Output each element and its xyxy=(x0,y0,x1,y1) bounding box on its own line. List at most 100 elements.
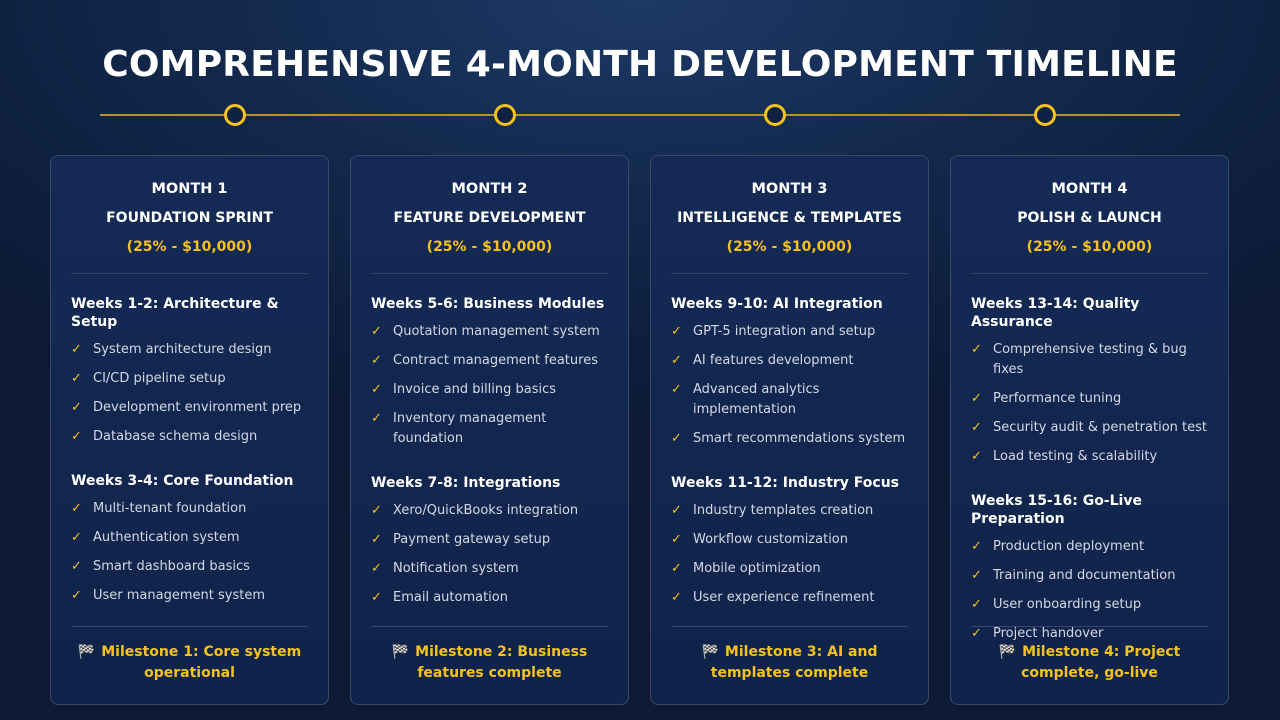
task-item: ✓ System architecture design xyxy=(71,340,308,360)
week-section: Weeks 3-4: Core Foundation ✓ Multi-tenant … xyxy=(71,472,308,606)
timeline-marker-month-4 xyxy=(1034,104,1056,126)
task-label: AI features development xyxy=(693,353,854,368)
task-label: User experience refinement xyxy=(693,590,875,605)
check-icon: ✓ xyxy=(971,626,982,641)
task-label: Project handover xyxy=(993,626,1104,641)
month-label: MONTH 4 xyxy=(1051,181,1128,197)
check-icon: ✓ xyxy=(371,590,382,605)
month-label: MONTH 2 xyxy=(451,181,528,197)
task-item: ✓ Smart dashboard basics xyxy=(71,557,308,577)
task-item: ✓ User onboarding setup xyxy=(971,595,1208,615)
card-header: MONTH 2 FEATURE DEVELOPMENT (25% - $10,000… xyxy=(371,156,608,256)
task-label: Email automation xyxy=(393,590,508,605)
check-icon: ✓ xyxy=(371,532,382,547)
task-item: ✓ Production deployment xyxy=(971,537,1208,557)
section-title: Weeks 7-8: Integrations xyxy=(371,475,561,491)
month-card-3: MONTH 3 INTELLIGENCE & TEMPLATES (25% - $1… xyxy=(650,155,929,705)
check-icon: ✓ xyxy=(671,382,682,397)
task-label: User onboarding setup xyxy=(993,597,1142,612)
week-section: Weeks 1-2: Architecture & Setup ✓ System a… xyxy=(71,295,308,447)
task-item: ✓ Database schema design xyxy=(71,427,308,447)
task-item: ✓ Security audit & penetration test xyxy=(971,418,1208,438)
page-title: COMPREHENSIVE 4-MONTH DEVELOPMENT TIMELI… xyxy=(102,44,1178,85)
timeline-line xyxy=(100,114,1180,116)
check-icon: ✓ xyxy=(671,561,682,576)
check-icon: ✓ xyxy=(671,324,682,339)
task-label: Quotation management system xyxy=(393,324,600,339)
budget-label: (25% - $10,000) xyxy=(426,239,553,255)
milestone-text: Milestone 4: Project complete, go-live xyxy=(1021,644,1181,681)
phase-title: FEATURE DEVELOPMENT xyxy=(393,210,586,226)
check-icon: ✓ xyxy=(971,342,982,357)
checkered-flag-icon: 🏁 xyxy=(998,644,1017,660)
card-header: MONTH 4 POLISH & LAUNCH (25% - $10,000) xyxy=(971,156,1208,256)
timeline-marker-month-1 xyxy=(224,104,246,126)
task-label: Contract management features xyxy=(393,353,598,368)
task-label: Development environment prep xyxy=(93,400,302,415)
task-label: Security audit & penetration test xyxy=(993,420,1207,435)
task-label: Notification system xyxy=(393,561,519,576)
budget-label: (25% - $10,000) xyxy=(726,239,853,255)
check-icon: ✓ xyxy=(971,420,982,435)
task-item: ✓ Project handover xyxy=(971,624,1208,644)
budget-label: (25% - $10,000) xyxy=(1026,239,1153,255)
check-icon: ✓ xyxy=(71,342,82,357)
check-icon: ✓ xyxy=(71,530,82,545)
milestone: 🏁 Milestone 2: Business features complete xyxy=(371,626,608,684)
timeline-marker-month-3 xyxy=(764,104,786,126)
check-icon: ✓ xyxy=(671,532,682,547)
check-icon: ✓ xyxy=(971,597,982,612)
task-item: ✓ Payment gateway setup xyxy=(371,530,608,550)
task-item: ✓ Multi-tenant foundation xyxy=(71,499,308,519)
phase-title: INTELLIGENCE & TEMPLATES xyxy=(677,210,902,226)
task-item: ✓ Xero/QuickBooks integration xyxy=(371,501,608,521)
task-label: Inventory management foundation xyxy=(393,411,547,446)
task-item: ✓ Quotation management system xyxy=(371,322,608,342)
checkered-flag-icon: 🏁 xyxy=(77,644,96,660)
task-label: Training and documentation xyxy=(993,568,1176,583)
milestone-text: Milestone 3: AI and templates complete xyxy=(710,644,878,681)
task-item: ✓ Smart recommendations system xyxy=(671,429,908,449)
task-list: ✓ Production deployment ✓ Training and docu… xyxy=(971,537,1208,644)
task-item: ✓ Inventory management foundation xyxy=(371,409,608,449)
week-section: Weeks 9-10: AI Integration ✓ GPT-5 integra… xyxy=(671,295,908,449)
month-card-1: MONTH 1 FOUNDATION SPRINT (25% - $10,000) W… xyxy=(50,155,329,705)
check-icon: ✓ xyxy=(971,391,982,406)
task-list: ✓ System architecture design ✓ CI/CD pipeli… xyxy=(71,340,308,447)
task-list: ✓ Multi-tenant foundation ✓ Authentication … xyxy=(71,499,308,606)
task-item: ✓ AI features development xyxy=(671,351,908,371)
month-label: MONTH 1 xyxy=(151,181,228,197)
task-item: ✓ Contract management features xyxy=(371,351,608,371)
milestone-text: Milestone 2: Business features complete xyxy=(415,644,588,681)
check-icon: ✓ xyxy=(71,588,82,603)
task-label: Industry templates creation xyxy=(693,503,874,518)
task-list: ✓ Xero/QuickBooks integration ✓ Payment gat… xyxy=(371,501,608,608)
check-icon: ✓ xyxy=(671,503,682,518)
task-list: ✓ Industry templates creation ✓ Workflow cu… xyxy=(671,501,908,608)
task-item: ✓ Mobile optimization xyxy=(671,559,908,579)
task-label: GPT-5 integration and setup xyxy=(693,324,876,339)
divider xyxy=(971,273,1208,274)
milestone-text: Milestone 1: Core system operational xyxy=(101,644,302,681)
task-label: Smart dashboard basics xyxy=(93,559,250,574)
checkered-flag-icon: 🏁 xyxy=(701,644,719,660)
check-icon: ✓ xyxy=(671,353,682,368)
task-item: ✓ Advanced analytics implementation xyxy=(671,380,908,420)
task-label: Advanced analytics implementation xyxy=(693,382,820,417)
task-item: ✓ Industry templates creation xyxy=(671,501,908,521)
check-icon: ✓ xyxy=(71,429,82,444)
check-icon: ✓ xyxy=(971,539,982,554)
task-label: Performance tuning xyxy=(993,391,1122,406)
task-label: Multi-tenant foundation xyxy=(93,501,247,516)
milestone: 🏁 Milestone 3: AI and templates complete xyxy=(671,626,908,684)
week-section: Weeks 11-12: Industry Focus ✓ Industry tem… xyxy=(671,474,908,608)
task-item: ✓ Authentication system xyxy=(71,528,308,548)
task-item: ✓ Comprehensive testing & bug fixes xyxy=(971,340,1208,380)
card-header: MONTH 3 INTELLIGENCE & TEMPLATES (25% - $1… xyxy=(671,156,908,256)
check-icon: ✓ xyxy=(371,353,382,368)
task-label: Database schema design xyxy=(93,429,258,444)
week-section: Weeks 13-14: Quality Assurance ✓ Comprehen… xyxy=(971,295,1208,467)
task-item: ✓ Notification system xyxy=(371,559,608,579)
timeline-marker-month-2 xyxy=(494,104,516,126)
milestone: 🏁 Milestone 1: Core system operational xyxy=(71,626,308,684)
